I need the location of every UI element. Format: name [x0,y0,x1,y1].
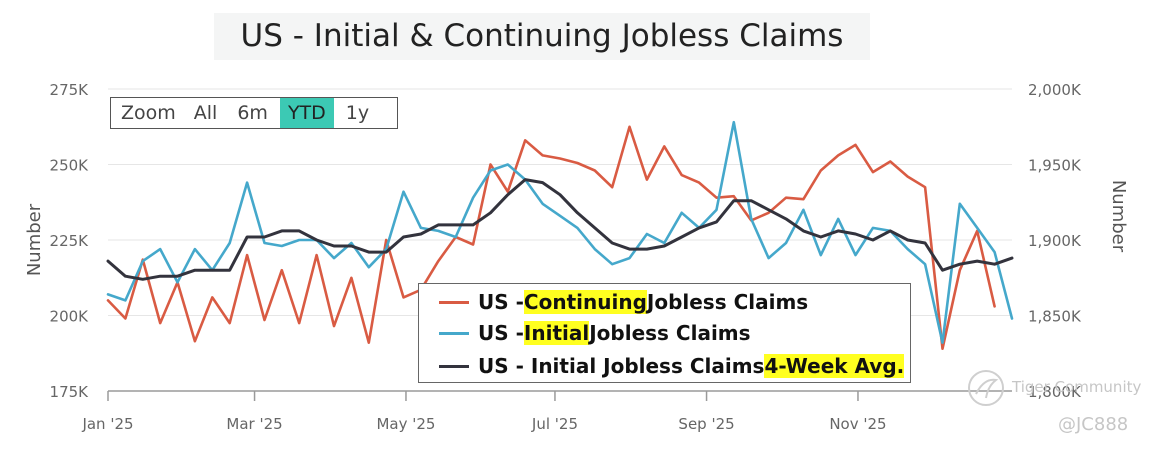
legend-text-part: Jobless Claims [589,321,751,345]
x-tick-label: Sep '25 [678,415,734,433]
zoom-button-1y[interactable]: 1y [345,102,370,124]
legend-highlight: Initial [523,321,590,345]
legend-highlight: 4-Week Avg. [764,354,905,378]
continuing-claims-line [106,125,996,351]
right-tick-label: 2,000K [1028,81,1082,99]
left-tick-label: 250K [50,157,90,175]
legend-item-4wk-avg[interactable]: US - Initial Jobless Claims 4-Week Avg. [439,351,905,381]
x-axis-ticks: Jan '25 Mar '25 May '25 Jul '25 Sep '25 Nov '… [81,390,1012,433]
left-tick-label: 175K [50,383,90,401]
left-axis-ticks: 175K 200K 225K 250K 275K [50,81,90,401]
right-tick-label: 1,800K [1028,383,1082,401]
right-tick-label: 1,950K [1028,157,1082,175]
initial-claims-line [106,120,1014,345]
x-tick-label: May '25 [376,415,435,433]
legend-item-initial[interactable]: US - Initial Jobless Claims [439,318,751,348]
legend-highlight: Continuing [523,290,647,314]
right-axis-label: Number [1108,180,1129,253]
legend-swatch-initial [439,331,469,335]
watermark-brand: Tiger Community [1012,378,1142,396]
legend-swatch-continuing [439,300,469,304]
initial-claims-4wk-avg-line [106,178,1014,281]
left-tick-label: 225K [50,232,90,250]
right-tick-label: 1,900K [1028,232,1082,250]
watermark-logo-icon [968,370,1004,406]
legend-text-part: US - [478,321,524,345]
legend-item-continuing[interactable]: US - Continuing Jobless Claims [439,287,808,317]
chart-title: US - Initial & Continuing Jobless Claims [240,18,844,54]
x-tick-label: Mar '25 [226,415,282,433]
legend-text-part: US - [478,290,524,314]
title-box: US - Initial & Continuing Jobless Claims [214,13,870,60]
left-tick-label: 275K [50,81,90,99]
x-tick-label: Jul '25 [531,415,578,433]
zoom-button-ytd[interactable]: YTD [279,98,334,128]
legend-text-part: Jobless Claims [646,290,809,314]
x-tick-label: Nov '25 [829,415,886,433]
zoom-button-6m[interactable]: 6m [237,102,268,124]
right-axis-ticks: 1,800K 1,850K 1,900K 1,950K 2,000K [1028,81,1082,401]
zoom-label: Zoom [121,102,176,124]
legend: US - Continuing Jobless Claims US - Init… [418,283,911,383]
left-axis-label: Number [24,203,45,276]
watermark-handle: @JC888 [1058,414,1129,435]
left-tick-label: 200K [50,308,90,326]
x-tick-label: Jan '25 [81,415,133,433]
legend-text-part: US - Initial Jobless Claims [478,354,765,378]
right-tick-label: 1,850K [1028,308,1082,326]
series-lines [106,120,1014,351]
zoom-button-all[interactable]: All [193,102,218,124]
zoom-selector: Zoom All 6m YTD 1y [110,97,398,129]
legend-swatch-4wk-avg [439,364,469,368]
